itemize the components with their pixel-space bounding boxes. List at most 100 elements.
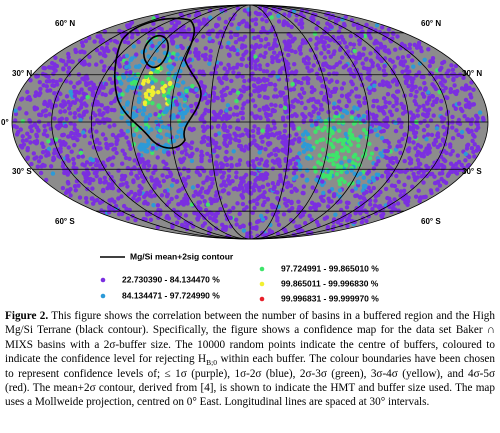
buffer-point: [392, 64, 397, 69]
buffer-point: [317, 76, 323, 81]
buffer-point: [259, 38, 264, 43]
buffer-point: [231, 70, 236, 75]
buffer-point: [197, 200, 203, 205]
buffer-point: [71, 161, 77, 166]
buffer-point: [126, 84, 132, 90]
buffer-point: [132, 105, 137, 111]
buffer-point: [361, 127, 367, 133]
buffer-point: [379, 45, 384, 50]
buffer-point: [283, 136, 288, 141]
buffer-point: [228, 215, 233, 221]
buffer-point: [328, 93, 333, 99]
buffer-point: [266, 142, 271, 147]
buffer-point: [157, 58, 162, 63]
buffer-point: [331, 162, 336, 167]
buffer-point: [46, 122, 51, 127]
buffer-point: [299, 86, 305, 92]
buffer-point: [351, 136, 356, 141]
buffer-point: [104, 117, 110, 122]
buffer-point: [154, 146, 159, 151]
buffer-point: [65, 179, 71, 185]
buffer-point: [13, 118, 18, 123]
buffer-point: [405, 65, 410, 70]
buffer-point: [150, 101, 155, 106]
caption-subscript: B;0: [206, 358, 217, 368]
buffer-point: [297, 136, 302, 141]
buffer-point: [174, 179, 179, 184]
buffer-point: [314, 42, 319, 47]
buffer-point: [335, 163, 340, 168]
buffer-point: [475, 115, 480, 121]
buffer-point: [338, 107, 343, 112]
buffer-point: [187, 126, 192, 131]
buffer-point: [208, 227, 213, 232]
buffer-point: [97, 108, 102, 113]
buffer-point: [83, 175, 88, 180]
buffer-point: [342, 179, 347, 184]
buffer-point: [107, 206, 112, 212]
buffer-point: [469, 128, 474, 134]
buffer-point: [300, 137, 306, 142]
buffer-point: [339, 93, 345, 99]
buffer-point: [140, 28, 145, 33]
buffer-point: [362, 100, 367, 105]
buffer-point: [79, 40, 85, 45]
buffer-point: [132, 166, 138, 171]
buffer-point: [349, 133, 355, 138]
buffer-point: [178, 12, 183, 17]
buffer-point: [100, 92, 105, 97]
buffer-point: [231, 149, 236, 154]
buffer-point: [376, 172, 381, 178]
buffer-point: [166, 152, 171, 157]
buffer-point: [408, 92, 413, 98]
buffer-point: [439, 176, 444, 182]
buffer-point: [377, 82, 383, 87]
buffer-point: [181, 62, 186, 68]
buffer-point: [313, 129, 318, 134]
buffer-point: [183, 148, 188, 153]
buffer-point: [429, 132, 435, 138]
buffer-point: [406, 195, 411, 200]
buffer-point: [191, 126, 196, 132]
buffer-point: [84, 82, 89, 88]
buffer-point: [431, 113, 436, 118]
buffer-point: [286, 22, 291, 28]
buffer-point: [298, 44, 303, 50]
buffer-point: [222, 133, 227, 139]
buffer-point: [361, 52, 366, 57]
buffer-point: [110, 132, 116, 138]
buffer-point: [218, 161, 224, 166]
buffer-point: [406, 53, 411, 59]
buffer-point: [424, 137, 429, 142]
buffer-point: [94, 48, 100, 53]
buffer-point: [412, 42, 417, 47]
buffer-point: [346, 200, 351, 206]
buffer-point: [182, 103, 187, 108]
buffer-point: [430, 56, 436, 61]
buffer-point: [370, 120, 375, 125]
buffer-point: [405, 74, 410, 79]
buffer-point: [294, 132, 299, 137]
buffer-point: [275, 190, 280, 195]
buffer-point: [164, 161, 169, 167]
buffer-point: [194, 87, 199, 93]
buffer-point: [254, 156, 260, 162]
buffer-point: [349, 89, 354, 94]
buffer-point: [151, 170, 156, 176]
buffer-point: [238, 110, 243, 116]
buffer-point: [454, 128, 459, 133]
buffer-point: [329, 157, 335, 163]
buffer-point: [261, 177, 266, 182]
buffer-point: [459, 129, 465, 135]
buffer-point: [168, 80, 173, 86]
buffer-point: [337, 99, 342, 104]
buffer-point: [77, 113, 82, 118]
buffer-point: [272, 121, 277, 126]
buffer-point: [307, 135, 312, 141]
buffer-point: [339, 160, 344, 165]
buffer-point: [17, 106, 22, 111]
buffer-point: [359, 200, 364, 206]
buffer-point: [129, 189, 134, 195]
buffer-point: [367, 141, 372, 147]
buffer-point: [263, 147, 268, 152]
